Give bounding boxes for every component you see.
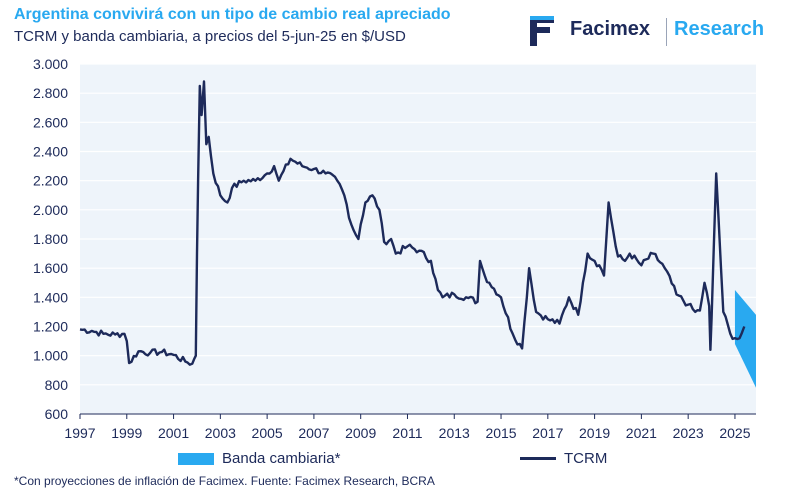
legend-label-band: Banda cambiaria*	[222, 450, 341, 467]
legend-item-band: Banda cambiaria*	[178, 450, 340, 467]
y-tick-label: 800	[45, 377, 69, 393]
tcrm-line	[79, 80, 746, 366]
facimex-logo: Facimex Research	[528, 12, 792, 52]
legend-swatch-tcrm	[520, 457, 556, 460]
legend-swatch-band	[178, 452, 214, 465]
legend-item-tcrm: TCRM	[520, 450, 607, 467]
logo-division: Research	[674, 18, 765, 40]
x-tick-label: 2021	[626, 425, 657, 441]
logo-divider	[666, 18, 667, 46]
footnote: *Con proyecciones de inflación de Facime…	[14, 474, 435, 488]
x-tick-label: 2005	[252, 425, 283, 441]
x-tick-label: 2019	[579, 425, 610, 441]
legend-label-tcrm: TCRM	[564, 450, 608, 467]
x-tick-label: 2023	[673, 425, 704, 441]
band-polygon	[734, 290, 756, 388]
x-axis-ticks: 1997 1999 2001 2003 2005 2007 2009 2011 2013 2015…	[64, 414, 751, 441]
y-tick-label: 2.800	[33, 85, 68, 101]
x-tick-label: 2003	[205, 425, 236, 441]
y-axis-ticks: 600 800 1.000 1.200 1.400 1.600 1.800 2.000 2.20…	[33, 56, 68, 422]
x-tick-label: 1997	[64, 425, 95, 441]
y-tick-label: 2.200	[33, 173, 68, 189]
y-tick-label: 2.400	[33, 144, 68, 160]
y-tick-label: 1.800	[33, 231, 68, 247]
chart-subtitle: TCRM y banda cambiaria, a precios del 5-…	[14, 28, 406, 45]
y-tick-label: 1.000	[33, 348, 68, 364]
x-tick-label: 2025	[719, 425, 750, 441]
y-tick-label: 3.000	[33, 56, 68, 72]
grid-lines	[80, 63, 756, 415]
x-tick-label: 1999	[111, 425, 142, 441]
y-tick-label: 2.600	[33, 114, 68, 130]
x-tick-label: 2015	[485, 425, 516, 441]
chart-title: Argentina convivirá con un tipo de cambi…	[14, 6, 451, 23]
x-tick-label: 2017	[532, 425, 563, 441]
y-tick-label: 2.000	[33, 202, 68, 218]
y-tick-label: 1.400	[33, 289, 68, 305]
y-tick-label: 1.200	[33, 319, 68, 335]
chart-legend: Banda cambiaria* TCRM	[0, 450, 800, 472]
tcrm-chart: 600 800 1.000 1.200 1.400 1.600 1.800 2.000 2.20…	[33, 56, 756, 441]
x-tick-label: 2013	[439, 425, 470, 441]
logo-brand: Facimex	[570, 18, 651, 40]
x-tick-label: 2001	[158, 425, 189, 441]
x-tick-label: 2011	[392, 425, 422, 441]
facimex-logo-icon	[530, 16, 554, 46]
x-tick-label: 2009	[345, 425, 376, 441]
y-tick-label: 1.600	[33, 260, 68, 276]
y-tick-label: 600	[45, 406, 69, 422]
band-area	[734, 290, 756, 388]
x-tick-label: 2007	[298, 425, 329, 441]
